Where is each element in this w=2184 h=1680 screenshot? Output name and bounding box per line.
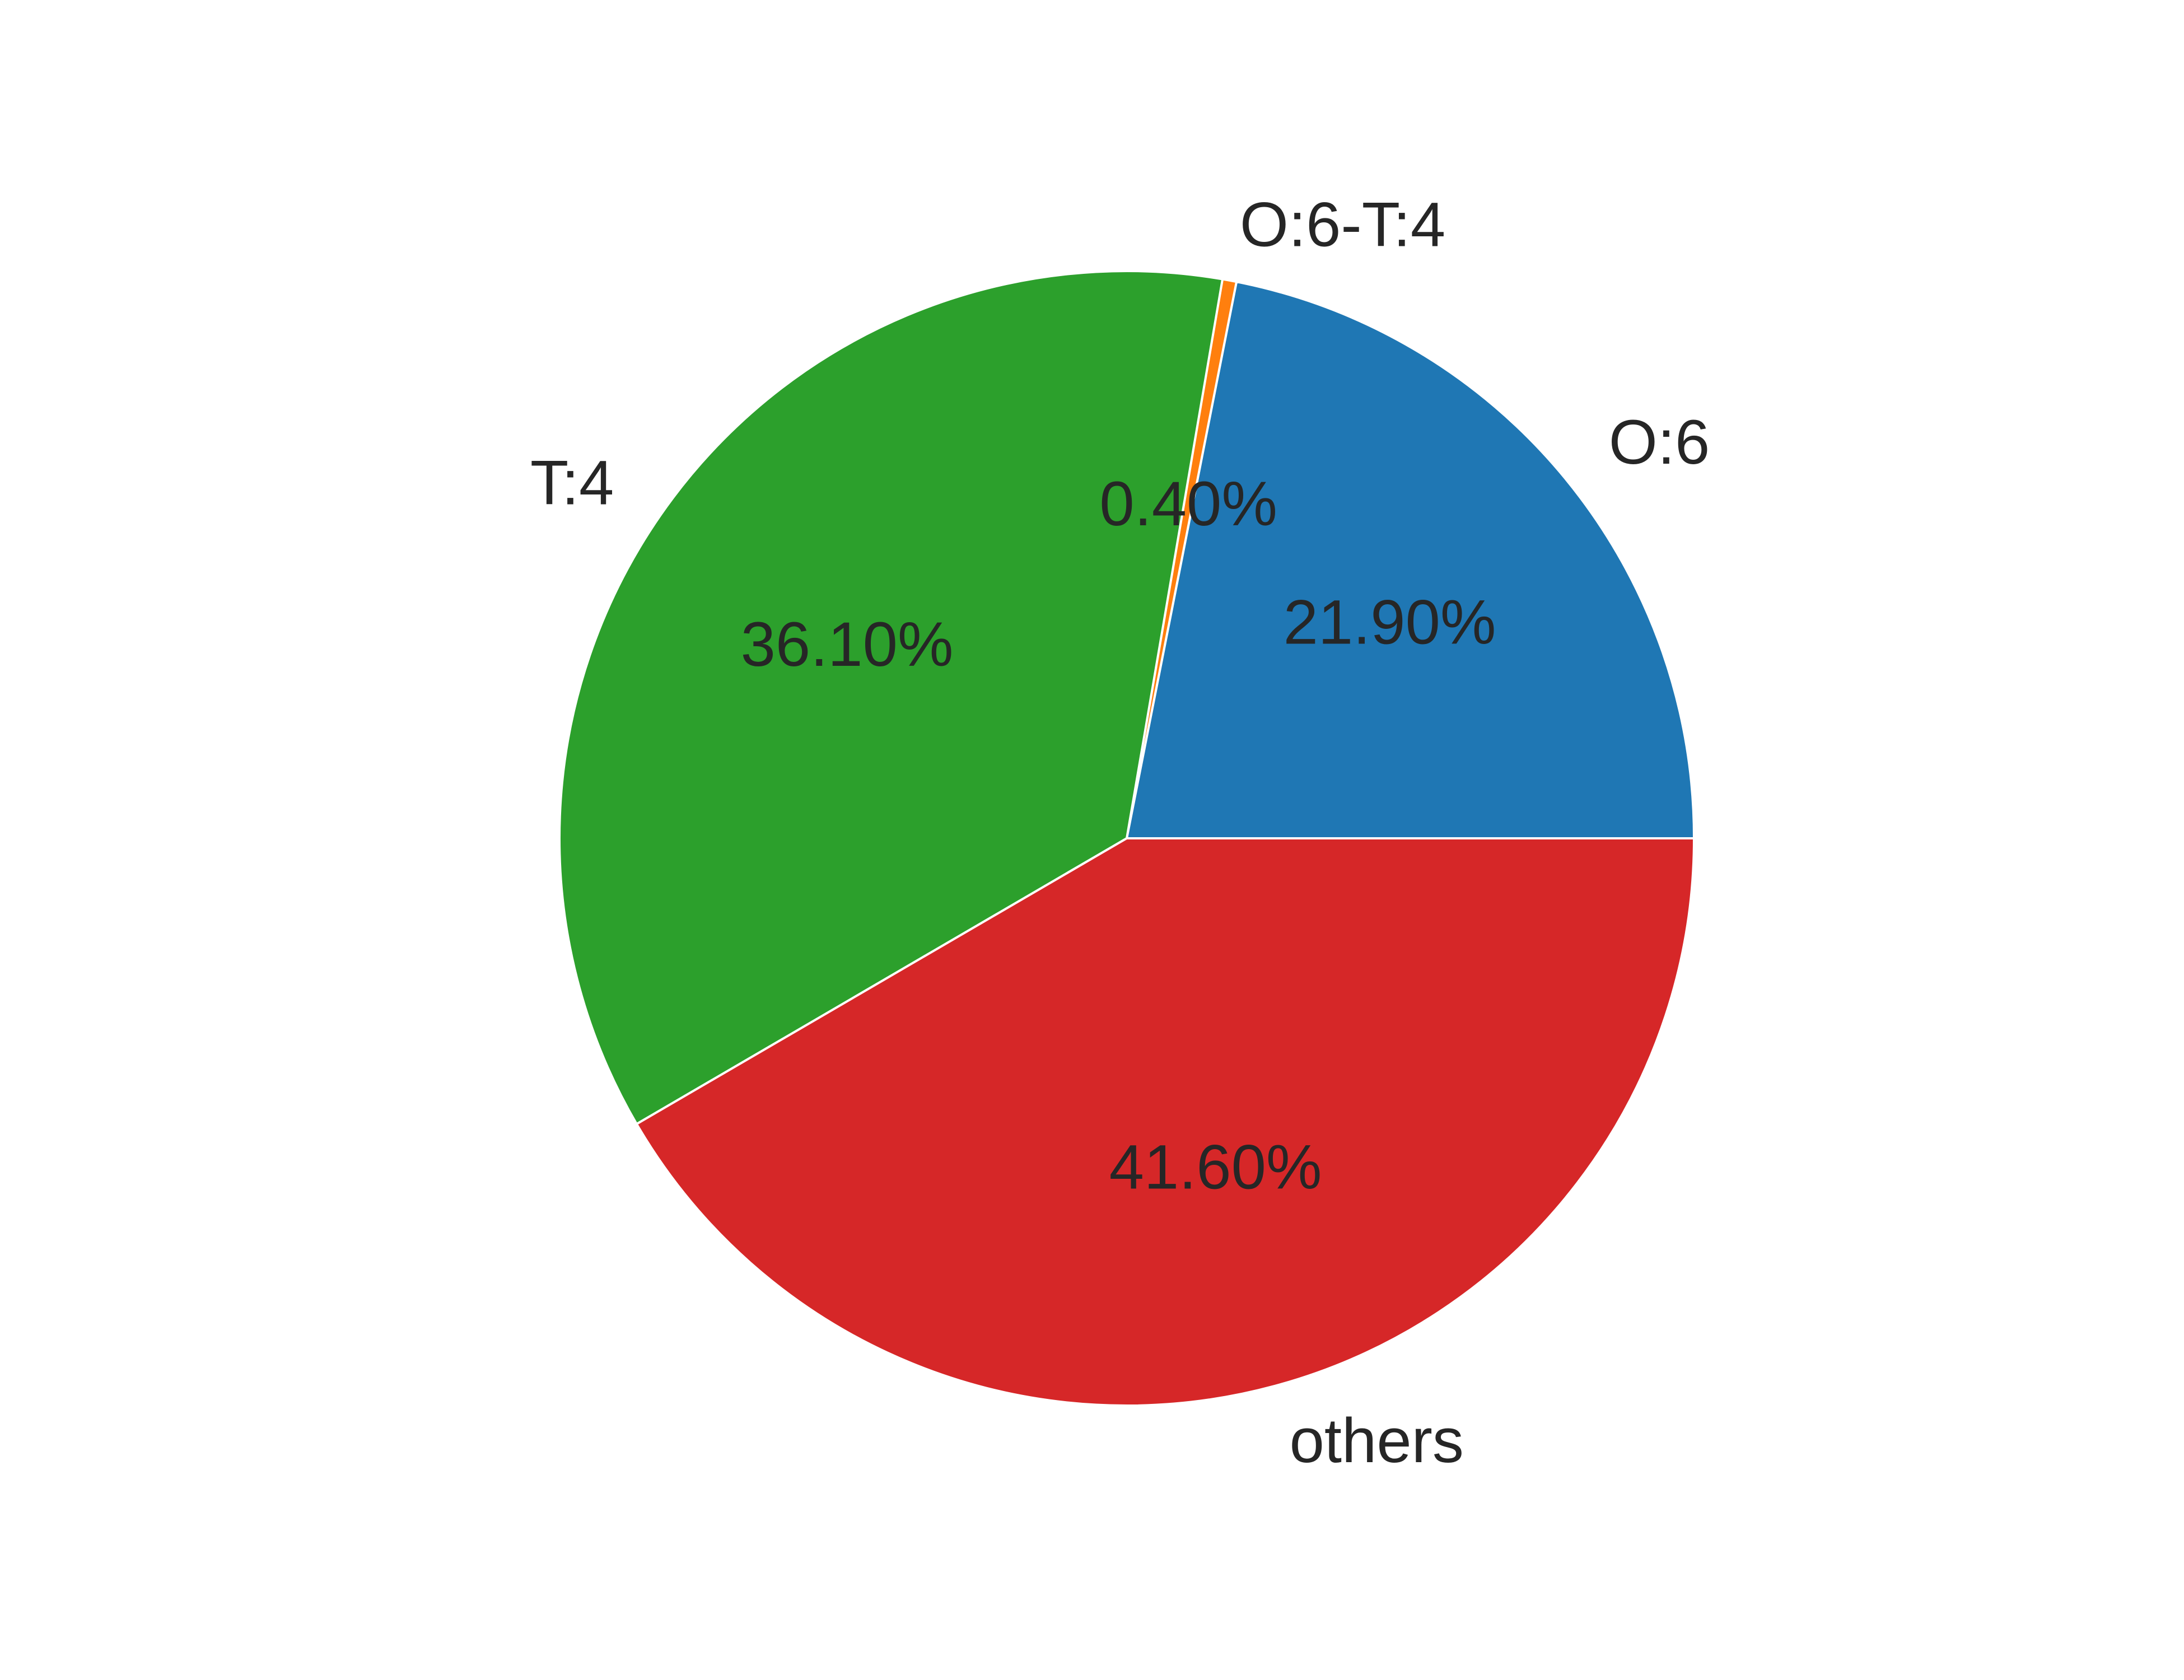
- pie-slice-t-4: [558, 270, 1224, 1126]
- pie-slice-others: [635, 837, 1695, 1407]
- slice-label-t-4: T:4: [530, 448, 614, 518]
- slice-pct-t-4: 36.10%: [741, 609, 954, 679]
- pie-labels: O:6 21.90% O:6-T:4 0.40% T:4 36.10% others 41.6…: [530, 190, 1710, 1476]
- slice-pct-o-6: 21.90%: [1284, 587, 1496, 657]
- slice-label-others: others: [1290, 1406, 1464, 1476]
- slice-pct-o-6-t-4: 0.40%: [1099, 469, 1277, 539]
- pie-slice-o-6: [1126, 281, 1695, 839]
- slice-label-o-6-t-4: O:6-T:4: [1240, 190, 1445, 260]
- slice-pct-others: 41.60%: [1109, 1132, 1322, 1202]
- slice-label-o-6: O:6: [1609, 407, 1710, 477]
- pie-slices: [558, 270, 1695, 1407]
